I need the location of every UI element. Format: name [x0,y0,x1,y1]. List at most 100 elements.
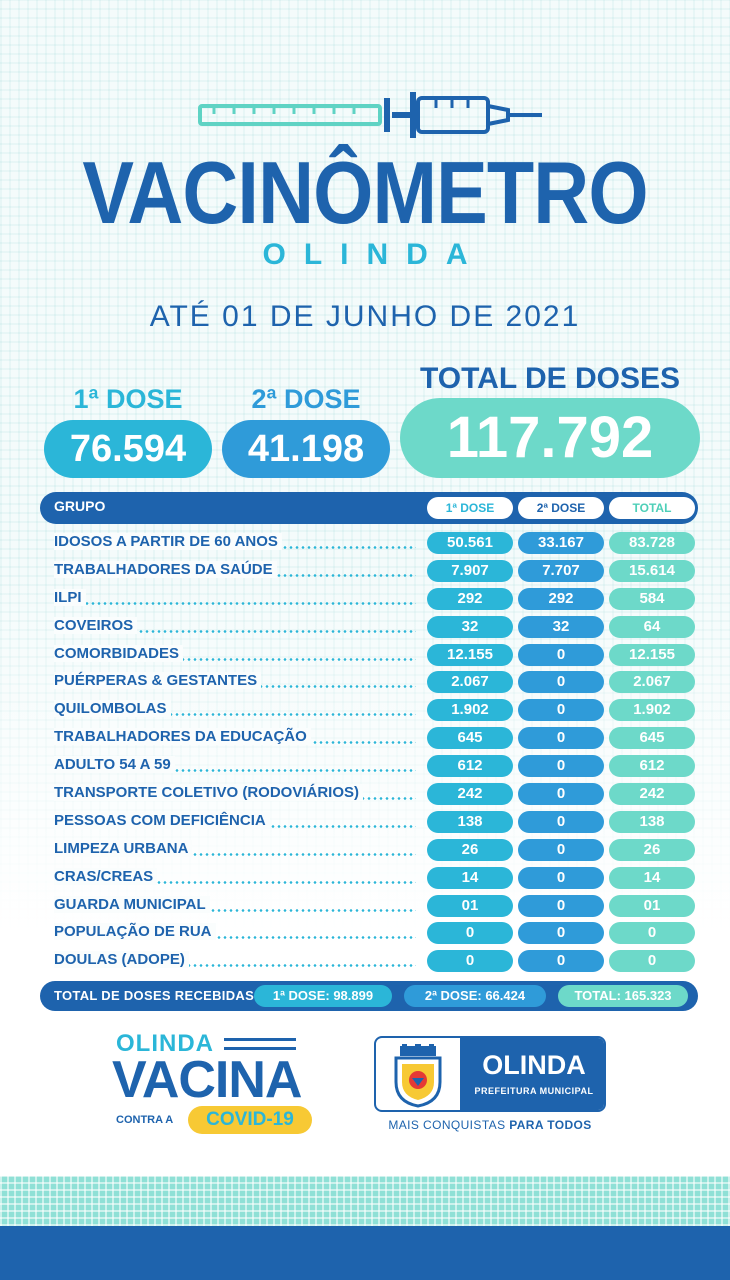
row-total: 64 [609,615,695,638]
campaign-logo-main: VACINA [112,1051,302,1109]
row-dose2: 0 [518,838,604,861]
row-group: IDOSOS A PARTIR DE 60 ANOS [54,533,282,550]
row-dose1: 26 [427,838,513,861]
row-total: 645 [609,727,695,750]
dot-leader [54,629,416,633]
dose1-summary-label: 1ª DOSE [73,384,183,414]
row-total: 12.155 [609,643,695,666]
campaign-logo-contra: CONTRA A [116,1114,174,1126]
row-dose2: 0 [518,866,604,889]
row-dose2: 32 [518,615,604,638]
table-row: POPULAÇÃO DE RUA 0 0 0 [40,920,698,948]
row-dose2: 0 [518,950,604,973]
row-group: LIMPEZA URBANA [54,839,193,857]
table-row: IDOSOS A PARTIR DE 60 ANOS 50.561 33.167 83… [40,530,698,558]
row-group: ILPI [54,588,86,606]
dose2-summary-value: 41.198 [222,420,390,478]
header-group: GRUPO [54,498,106,514]
row-group: GUARDA MUNICIPAL [54,895,210,913]
table-row: CRAS/CREAS 14 0 14 [40,865,698,893]
row-dose1: 01 [427,894,513,917]
header-dose2: 2ª DOSE [518,497,604,519]
slogan-regular: MAIS CONQUISTAS [388,1118,510,1132]
table-row: QUILOMBOLAS 1.902 0 1.902 [40,697,698,725]
table-body: IDOSOS A PARTIR DE 60 ANOS 50.561 33.167 83… [40,530,698,976]
dot-leader [54,908,416,912]
prefeitura-slogan: MAIS CONQUISTAS PARA TODOS [374,1118,606,1132]
row-total: 242 [609,783,695,806]
total-summary-label: TOTAL DE DOSES [419,362,681,395]
row-dose1: 612 [427,755,513,778]
table-row: TRANSPORTE COLETIVO (RODOVIÁRIOS) 242 0 242 [40,781,698,809]
row-total: 01 [609,894,695,917]
dot-leader [54,852,416,856]
syringe-icon [198,92,542,138]
prefeitura-logo-panel: OLINDA PREFEITURA MUNICIPAL [460,1038,604,1110]
campaign-logo-lines [224,1038,296,1050]
row-group: COMORBIDADES [54,644,184,662]
table-row: ADULTO 54 A 59 612 0 612 [40,753,698,781]
table-row: GUARDA MUNICIPAL 01 0 01 [40,893,698,921]
row-dose1: 242 [427,783,513,806]
row-total: 1.902 [609,699,695,722]
dot-leader [54,964,416,968]
row-total: 138 [609,810,695,833]
row-group: TRANSPORTE COLETIVO (RODOVIÁRIOS) [54,784,364,802]
row-group: PESSOAS COM DEFICIÊNCIA [54,811,270,829]
row-dose2: 0 [518,755,604,778]
prefeitura-sub: PREFEITURA MUNICIPAL [474,1086,594,1096]
table-row: COMORBIDADES 12.155 0 12.155 [40,642,698,670]
row-dose2: 0 [518,699,604,722]
dose2-summary-label: 2ª DOSE [251,384,361,414]
row-dose2: 0 [518,783,604,806]
row-dose2: 0 [518,894,604,917]
covid-badge: COVID-19 [188,1106,312,1134]
row-group: QUILOMBOLAS [54,700,171,718]
table-row: TRABALHADORES DA SAÚDE 7.907 7.707 15.614 [40,558,698,586]
row-dose1: 7.907 [427,559,513,582]
row-total: 0 [609,950,695,973]
footer-pattern [0,1176,730,1226]
page-subtitle: OLINDA [262,238,486,271]
prefeitura-name: OLINDA [482,1050,586,1080]
row-dose2: 7.707 [518,559,604,582]
dot-leader [54,769,416,773]
header-total: TOTAL [609,497,695,519]
row-dose1: 14 [427,866,513,889]
row-group: TRABALHADORES DA SAÚDE [54,560,277,578]
coat-of-arms-icon [394,1044,442,1108]
table-header: GRUPO 1ª DOSE 2ª DOSE TOTAL [40,492,698,524]
table-row: PUÉRPERAS & GESTANTES 2.067 0 2.067 [40,669,698,697]
row-total: 2.067 [609,671,695,694]
dot-leader [54,936,416,940]
row-dose1: 292 [427,587,513,610]
totals-dose1: 1ª DOSE: 98.899 [254,985,392,1007]
row-dose2: 0 [518,643,604,666]
header-dose1: 1ª DOSE [427,497,513,519]
row-dose1: 2.067 [427,671,513,694]
row-total: 14 [609,866,695,889]
totals-total: TOTAL: 165.323 [558,985,688,1007]
dot-leader [54,880,416,884]
campaign-logo-top: OLINDA [116,1030,214,1057]
row-group: CRAS/CREAS [54,867,158,885]
table-row: ILPI 292 292 584 [40,586,698,614]
date-label: ATÉ 01 DE JUNHO DE 2021 [149,300,581,333]
prefeitura-logo: OLINDA PREFEITURA MUNICIPAL [374,1036,606,1112]
row-group: POPULAÇÃO DE RUA [54,923,216,941]
row-total: 83.728 [609,532,695,554]
row-group: ADULTO 54 A 59 [54,756,175,774]
row-dose1: 138 [427,810,513,833]
dot-leader [54,713,416,717]
totals-label: TOTAL DE DOSES RECEBIDAS [54,988,255,1003]
row-dose1: 645 [427,727,513,750]
table-row: LIMPEZA URBANA 26 0 26 [40,837,698,865]
table-row: TRABALHADORES DA EDUCAÇÃO 645 0 645 [40,725,698,753]
page-title: VACINÔMETRO [82,143,648,242]
totals-bar: TOTAL DE DOSES RECEBIDAS 1ª DOSE: 98.899… [40,981,698,1011]
row-group: PUÉRPERAS & GESTANTES [54,672,262,690]
row-total: 612 [609,755,695,778]
row-dose1: 1.902 [427,699,513,722]
row-dose2: 33.167 [518,532,604,554]
row-dose2: 292 [518,587,604,610]
